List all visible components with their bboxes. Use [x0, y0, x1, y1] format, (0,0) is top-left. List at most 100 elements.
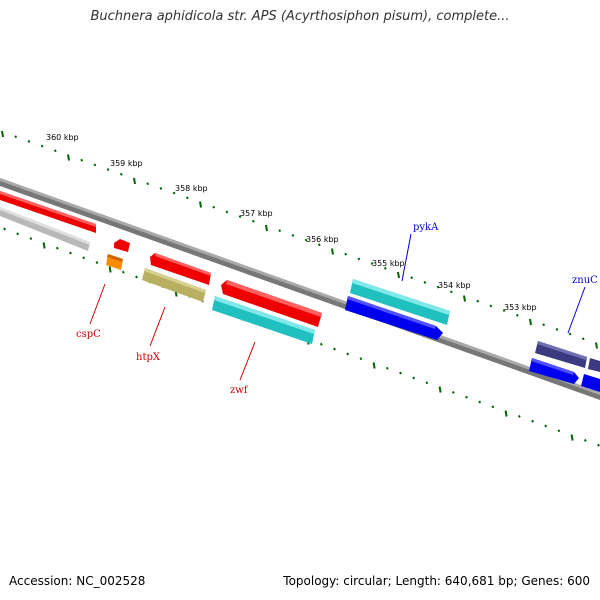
outer-minor-tick — [581, 337, 585, 341]
inner-minor-tick — [491, 405, 495, 409]
scale-label-353: 353 kbp — [504, 303, 537, 312]
inner-minor-tick — [29, 237, 33, 241]
inner-minor-tick — [412, 376, 416, 380]
outer-minor-tick — [278, 229, 282, 233]
outer-minor-tick — [568, 332, 572, 336]
outer-minor-tick — [172, 191, 176, 195]
inner-minor-tick — [557, 429, 561, 433]
outer-minor-tick — [212, 205, 216, 209]
feature-znuC-blue[interactable] — [529, 358, 600, 392]
outer-minor-tick — [515, 313, 519, 317]
outer-minor-tick — [555, 327, 559, 331]
inner-minor-tick — [399, 371, 402, 375]
inner-minor-tick — [121, 270, 125, 274]
inner-minor-tick — [359, 357, 363, 361]
outer-minor-tick — [27, 139, 31, 143]
inner-minor-tick — [425, 381, 429, 385]
map-title: Buchnera aphidicola str. APS (Acyrthosip… — [90, 9, 510, 24]
outer-minor-tick — [357, 257, 361, 261]
feature-htpX-red[interactable] — [150, 253, 211, 285]
scale-label-354: 354 kbp — [438, 281, 471, 290]
outer-minor-tick — [489, 304, 493, 308]
outer-minor-tick — [238, 215, 242, 219]
outer-minor-tick — [370, 262, 374, 266]
inner-major-tick — [372, 362, 376, 369]
inner-minor-tick — [465, 395, 468, 399]
inner-minor-tick — [55, 246, 59, 250]
inner-minor-tick — [135, 275, 138, 279]
outer-minor-tick — [476, 299, 480, 303]
scale-label-355: 355 kbp — [372, 259, 405, 268]
znuC-leader — [567, 286, 586, 334]
outer-minor-tick — [423, 280, 427, 284]
outer-tick-track — [1, 130, 598, 349]
feature-zwf-cyan[interactable] — [212, 296, 315, 344]
outer-major-tick — [595, 342, 598, 349]
zwf-leader — [239, 341, 256, 381]
inner-minor-tick — [531, 419, 534, 423]
inner-minor-tick — [69, 251, 72, 255]
feature-zwf-red[interactable] — [221, 280, 322, 327]
gene-label-pykA: pykA — [413, 222, 439, 233]
outer-minor-tick — [146, 182, 150, 186]
outer-minor-tick — [502, 309, 506, 313]
inner-major-tick — [570, 434, 574, 441]
genome-backbone — [0, 178, 600, 400]
feature-htpX-olive[interactable] — [142, 268, 206, 302]
inner-minor-tick — [451, 390, 455, 394]
outer-minor-tick — [159, 186, 163, 190]
outer-minor-tick — [317, 243, 321, 247]
feature-orange-small[interactable] — [106, 254, 123, 270]
outer-minor-tick — [40, 144, 44, 148]
feature-red-small[interactable] — [114, 239, 130, 252]
inner-minor-tick — [16, 232, 20, 236]
inner-major-tick — [108, 266, 112, 273]
scale-label-357: 357 kbp — [240, 209, 273, 218]
gene-label-znuC: znuC — [572, 275, 598, 286]
outer-major-tick — [463, 295, 466, 302]
outer-major-tick — [1, 130, 4, 138]
feature-grey-left[interactable] — [0, 207, 90, 251]
inner-minor-tick — [385, 366, 389, 370]
outer-minor-tick — [344, 252, 348, 256]
gene-label-cspC: cspC — [76, 329, 101, 340]
feature-znuC-navy[interactable] — [535, 341, 600, 372]
scale-label-356: 356 kbp — [306, 235, 339, 244]
cspC-leader — [89, 283, 106, 325]
outer-major-tick — [331, 248, 334, 255]
outer-minor-tick — [436, 285, 440, 289]
gene-label-htpX: htpX — [136, 352, 161, 363]
outer-minor-tick — [410, 276, 414, 280]
htpX-leader — [149, 306, 166, 347]
outer-minor-tick — [449, 290, 453, 294]
outer-major-tick — [265, 224, 268, 232]
inner-minor-tick — [478, 400, 482, 404]
inner-minor-tick — [597, 443, 600, 447]
inner-minor-tick — [583, 438, 587, 442]
inner-minor-tick — [517, 414, 521, 418]
accession-text: Accession: NC_002528 — [9, 574, 146, 588]
outer-major-tick — [397, 271, 400, 279]
outer-minor-tick — [251, 219, 255, 223]
scale-label-359: 359 kbp — [110, 159, 143, 168]
outer-minor-tick — [383, 266, 387, 270]
inner-minor-tick — [544, 424, 548, 428]
outer-major-tick — [529, 318, 532, 326]
inner-minor-tick — [346, 352, 350, 356]
inner-minor-tick — [82, 256, 86, 260]
gene-label-zwf: zwf — [230, 385, 249, 396]
genome-summary-text: Topology: circular; Length: 640,681 bp; … — [283, 574, 590, 588]
scale-label-358: 358 kbp — [175, 184, 208, 193]
feature-pykA-blue[interactable] — [345, 296, 443, 340]
outer-major-tick — [199, 201, 202, 208]
outer-minor-tick — [119, 172, 123, 176]
outer-minor-tick — [106, 168, 110, 172]
inner-major-tick — [42, 242, 46, 249]
outer-minor-tick — [291, 233, 295, 237]
inner-major-tick — [438, 386, 442, 393]
feature-pykA-cyan[interactable] — [350, 279, 450, 325]
outer-minor-tick — [542, 323, 546, 327]
feature-red-left[interactable] — [0, 191, 96, 233]
inner-minor-tick — [333, 347, 336, 351]
